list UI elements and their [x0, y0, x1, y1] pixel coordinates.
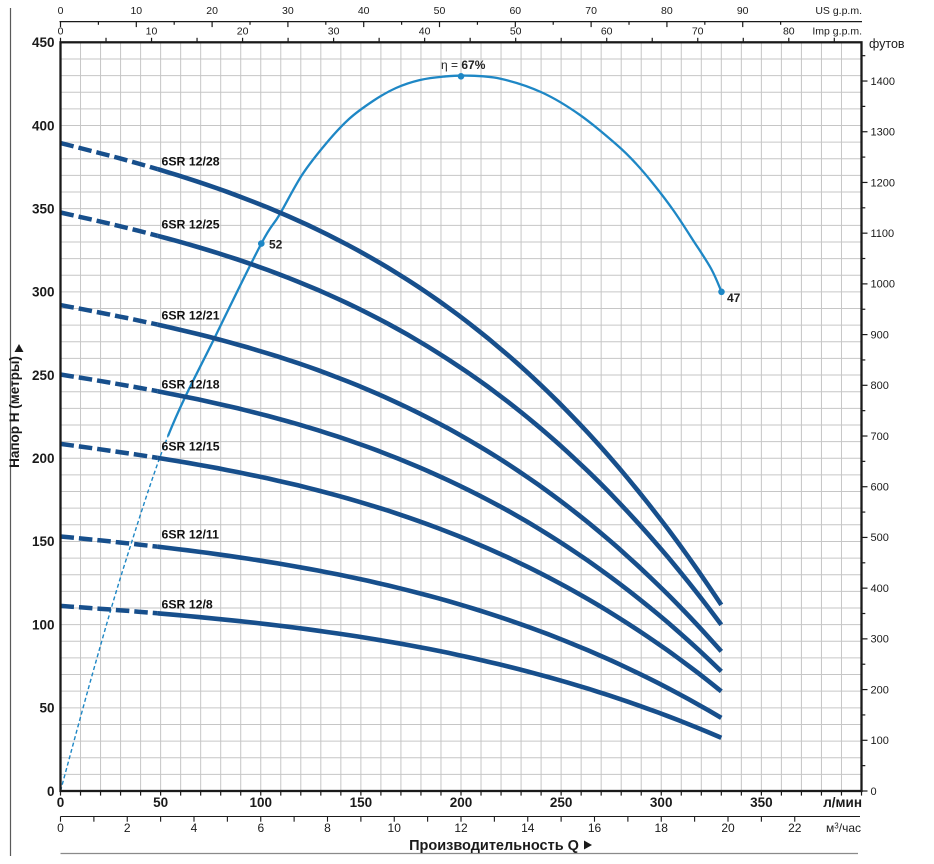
svg-text:40: 40	[358, 5, 370, 17]
svg-text:800: 800	[871, 380, 889, 392]
svg-text:футов: футов	[869, 37, 905, 51]
svg-text:22: 22	[788, 821, 802, 835]
svg-text:30: 30	[328, 26, 340, 38]
svg-text:1100: 1100	[871, 228, 895, 240]
svg-text:400: 400	[871, 583, 889, 595]
svg-text:6SR 12/25: 6SR 12/25	[162, 218, 220, 232]
svg-text:20: 20	[237, 26, 249, 38]
svg-text:η = 67%: η = 67%	[441, 58, 486, 72]
svg-text:70: 70	[692, 26, 704, 38]
svg-text:50: 50	[39, 701, 54, 716]
svg-text:20: 20	[721, 821, 735, 835]
svg-text:US g.p.m.: US g.p.m.	[815, 5, 862, 17]
svg-text:6: 6	[257, 821, 264, 835]
svg-text:Напор Н (метры): Напор Н (метры)	[7, 356, 22, 468]
svg-text:60: 60	[509, 5, 521, 17]
svg-text:8: 8	[324, 821, 331, 835]
svg-text:6SR 12/18: 6SR 12/18	[162, 378, 220, 392]
svg-text:6SR 12/15: 6SR 12/15	[162, 440, 220, 454]
svg-text:Imp g.p.m.: Imp g.p.m.	[812, 26, 862, 38]
svg-text:10: 10	[388, 821, 402, 835]
svg-text:500: 500	[871, 532, 889, 544]
svg-text:6SR 12/28: 6SR 12/28	[162, 155, 220, 169]
svg-text:300: 300	[650, 795, 673, 810]
svg-text:90: 90	[737, 5, 749, 17]
svg-text:100: 100	[250, 795, 273, 810]
svg-text:16: 16	[588, 821, 602, 835]
svg-text:400: 400	[32, 118, 55, 133]
svg-text:10: 10	[130, 5, 142, 17]
svg-text:350: 350	[32, 202, 55, 217]
svg-text:300: 300	[32, 285, 55, 300]
svg-text:1200: 1200	[871, 177, 895, 189]
svg-text:80: 80	[783, 26, 795, 38]
svg-text:0: 0	[871, 786, 877, 798]
svg-text:4: 4	[191, 821, 198, 835]
svg-text:200: 200	[871, 684, 889, 696]
svg-text:20: 20	[206, 5, 218, 17]
svg-text:л/мин: л/мин	[823, 795, 862, 810]
svg-text:Производительность Q: Производительность Q	[409, 838, 579, 854]
svg-text:40: 40	[419, 26, 431, 38]
svg-text:0: 0	[57, 795, 65, 810]
svg-text:0: 0	[47, 784, 55, 799]
svg-text:6SR 12/21: 6SR 12/21	[162, 309, 220, 323]
svg-text:200: 200	[32, 451, 55, 466]
svg-text:1000: 1000	[871, 279, 895, 291]
svg-text:150: 150	[32, 534, 55, 549]
svg-text:14: 14	[521, 821, 535, 835]
svg-text:2: 2	[124, 821, 131, 835]
svg-text:0: 0	[58, 26, 64, 38]
svg-text:47: 47	[727, 291, 741, 305]
svg-text:80: 80	[661, 5, 673, 17]
svg-text:1300: 1300	[871, 127, 895, 139]
svg-text:300: 300	[871, 634, 889, 646]
svg-text:12: 12	[454, 821, 468, 835]
svg-text:0: 0	[58, 5, 64, 17]
svg-text:1400: 1400	[871, 76, 895, 88]
svg-text:700: 700	[871, 431, 889, 443]
svg-text:150: 150	[350, 795, 373, 810]
svg-text:100: 100	[871, 735, 889, 747]
svg-text:450: 450	[32, 35, 55, 50]
svg-text:250: 250	[32, 368, 55, 383]
svg-text:900: 900	[871, 329, 889, 341]
svg-text:50: 50	[153, 795, 168, 810]
svg-text:100: 100	[32, 617, 55, 632]
svg-text:250: 250	[550, 795, 573, 810]
svg-text:350: 350	[750, 795, 773, 810]
svg-text:600: 600	[871, 482, 889, 494]
svg-text:0: 0	[57, 821, 64, 835]
svg-text:60: 60	[601, 26, 613, 38]
svg-text:6SR 12/11: 6SR 12/11	[162, 528, 220, 542]
svg-text:200: 200	[450, 795, 473, 810]
svg-text:10: 10	[146, 26, 158, 38]
svg-text:м3/час: м3/час	[826, 821, 861, 835]
svg-text:50: 50	[434, 5, 446, 17]
svg-text:50: 50	[510, 26, 522, 38]
svg-text:18: 18	[655, 821, 669, 835]
svg-text:70: 70	[585, 5, 597, 17]
svg-text:30: 30	[282, 5, 294, 17]
svg-text:6SR 12/8: 6SR 12/8	[162, 598, 213, 612]
svg-text:52: 52	[269, 238, 283, 252]
